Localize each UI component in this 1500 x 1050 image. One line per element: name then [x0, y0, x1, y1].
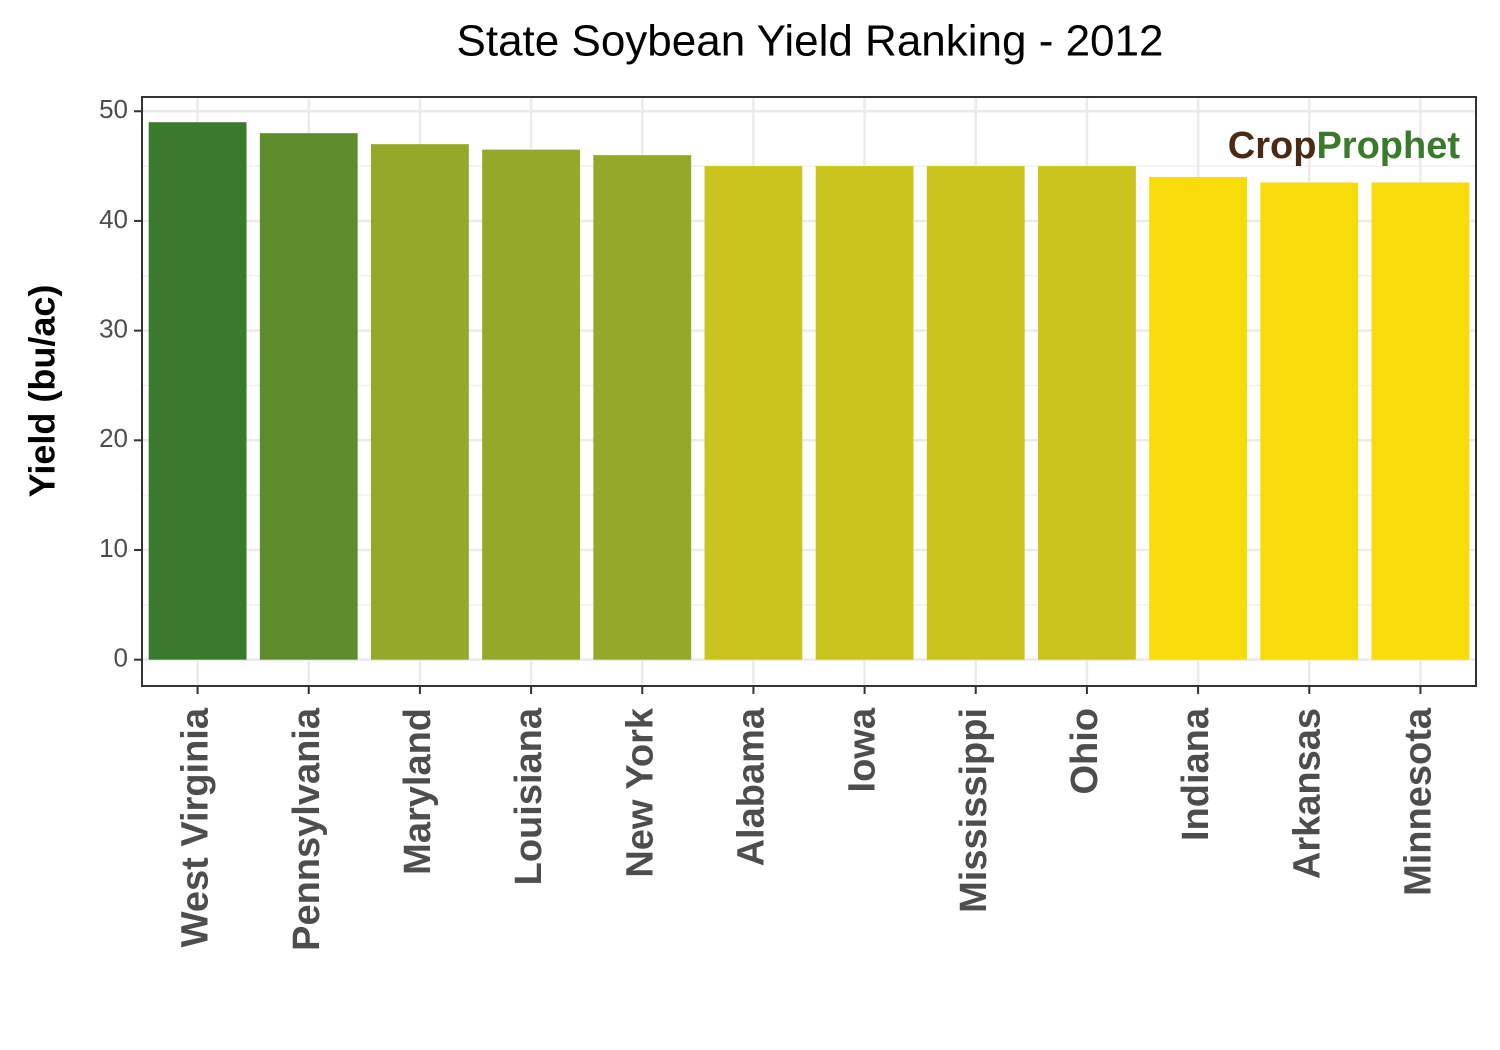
- x-tick-label: Alabama: [730, 707, 772, 866]
- x-tick-label: Iowa: [842, 707, 884, 792]
- watermark-part: Crop: [1228, 125, 1317, 167]
- bar: [482, 149, 580, 660]
- x-tick-label: Louisiana: [508, 707, 550, 885]
- y-axis-label: Yield (bu/ac): [22, 285, 63, 498]
- y-tick-label: 30: [99, 314, 128, 344]
- watermark: CropProphet: [1228, 125, 1461, 167]
- x-tick-label: Arkansas: [1286, 708, 1328, 879]
- x-tick-label: Pennsylvania: [286, 707, 328, 951]
- x-tick-label: Indiana: [1175, 707, 1217, 841]
- bar: [593, 155, 692, 660]
- bar: [1038, 166, 1136, 660]
- y-tick-label: 20: [99, 423, 128, 453]
- plot-border: [141, 96, 1477, 687]
- bar: [1149, 177, 1247, 660]
- y-tick-label: 40: [99, 204, 128, 234]
- x-tick-label: New York: [619, 707, 661, 878]
- watermark-part: Prophet: [1316, 125, 1460, 167]
- y-tick-label: 0: [114, 643, 128, 673]
- x-tick-label: West Virginia: [175, 707, 217, 947]
- bar: [259, 133, 358, 660]
- x-tick-label: Mississippi: [953, 708, 995, 913]
- bar: [371, 144, 469, 660]
- y-tick-label: 10: [99, 533, 128, 563]
- x-tick-label: Minnesota: [1397, 707, 1439, 896]
- bar: [926, 166, 1025, 660]
- x-tick-label: Maryland: [397, 708, 439, 875]
- y-tick-label: 50: [99, 94, 128, 124]
- bar: [704, 166, 803, 660]
- bar: [1371, 182, 1470, 660]
- bar: [815, 166, 914, 660]
- x-tick-label: Ohio: [1064, 708, 1106, 795]
- bar: [148, 122, 247, 660]
- chart-title: State Soybean Yield Ranking - 2012: [457, 17, 1164, 66]
- bar: [1260, 182, 1359, 660]
